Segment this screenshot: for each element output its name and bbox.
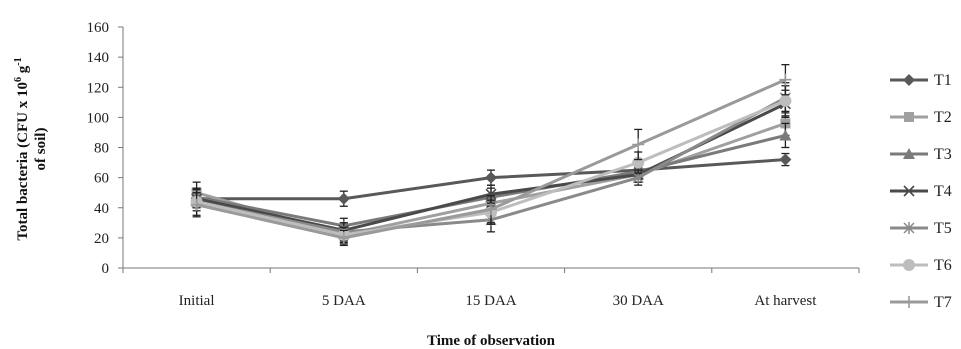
data-point bbox=[485, 203, 497, 216]
x-tick-labels: Initial 5 DAA 15 DAA 30 DAA At harvest bbox=[179, 293, 818, 309]
x-tick-label: 15 DAA bbox=[465, 293, 516, 309]
series-group bbox=[190, 64, 792, 247]
legend-item-t6: T6 bbox=[890, 257, 952, 274]
data-point bbox=[337, 192, 350, 205]
legend-swatch-marker bbox=[903, 74, 915, 86]
y-tick-labels: 0 20 40 60 80 100 120 140 160 bbox=[87, 20, 110, 277]
y-tick-label: 20 bbox=[94, 231, 109, 247]
legend-label: T7 bbox=[934, 294, 952, 311]
x-tick-label: Initial bbox=[179, 293, 215, 309]
legend-label: T3 bbox=[934, 146, 952, 163]
y-axis-title-mid: g bbox=[15, 65, 31, 77]
legend-swatch-marker bbox=[903, 296, 915, 308]
data-point bbox=[485, 188, 497, 200]
legend-swatch-marker bbox=[904, 112, 914, 122]
y-axis-title-sup1: 6 bbox=[13, 77, 24, 82]
y-axis-title-main: Total bacteria (CFU x 10 bbox=[15, 82, 31, 241]
y-tick-label: 40 bbox=[94, 201, 109, 217]
y-axis-title-sup2: -1 bbox=[13, 57, 24, 65]
data-point bbox=[485, 171, 497, 184]
y-tick-label: 0 bbox=[102, 261, 110, 277]
legend-label: T1 bbox=[934, 72, 952, 89]
x-axis-title: Time of observation bbox=[427, 333, 556, 349]
y-tick-label: 120 bbox=[87, 80, 110, 96]
legend-item-t4: T4 bbox=[890, 183, 952, 200]
data-point bbox=[779, 153, 792, 166]
data-point bbox=[632, 138, 645, 151]
legend-item-t1: T1 bbox=[890, 72, 952, 89]
legend-item-t3: T3 bbox=[890, 146, 952, 163]
legend-label: T6 bbox=[934, 257, 952, 274]
y-tick-label: 60 bbox=[94, 171, 109, 187]
axes bbox=[118, 26, 860, 273]
y-tick-label: 100 bbox=[87, 110, 110, 126]
data-point bbox=[779, 73, 792, 86]
y-tick-label: 140 bbox=[87, 50, 110, 66]
data-point bbox=[337, 231, 350, 244]
x-tick-label: 30 DAA bbox=[613, 293, 664, 309]
data-point bbox=[779, 94, 792, 107]
legend-label: T4 bbox=[934, 183, 952, 200]
legend-label: T2 bbox=[934, 109, 952, 126]
legend-swatch-marker bbox=[903, 259, 915, 271]
series-t7 bbox=[190, 64, 792, 247]
legend-item-t5: T5 bbox=[890, 220, 952, 237]
y-axis-title: Total bacteria (CFU x 106 g-1of soil) bbox=[13, 57, 49, 240]
y-tick-label: 160 bbox=[87, 20, 110, 36]
x-tick-label: 5 DAA bbox=[322, 293, 366, 309]
legend: T1 T2 T3 T4 T5 T6 T7 bbox=[890, 72, 952, 311]
legend-swatch-marker bbox=[903, 185, 915, 197]
legend-swatch-marker bbox=[903, 148, 915, 159]
y-tick-label: 80 bbox=[94, 141, 109, 157]
legend-item-t2: T2 bbox=[890, 109, 952, 126]
y-axis-title-line2: of soil) bbox=[33, 128, 49, 171]
y-axis-title-line1: Total bacteria (CFU x 106 g-1 bbox=[13, 57, 31, 240]
legend-item-t7: T7 bbox=[890, 294, 952, 311]
legend-label: T5 bbox=[934, 220, 952, 237]
x-tick-label: At harvest bbox=[754, 293, 817, 309]
data-point bbox=[779, 129, 792, 141]
data-point bbox=[190, 198, 203, 211]
legend-swatch-marker bbox=[903, 222, 915, 234]
